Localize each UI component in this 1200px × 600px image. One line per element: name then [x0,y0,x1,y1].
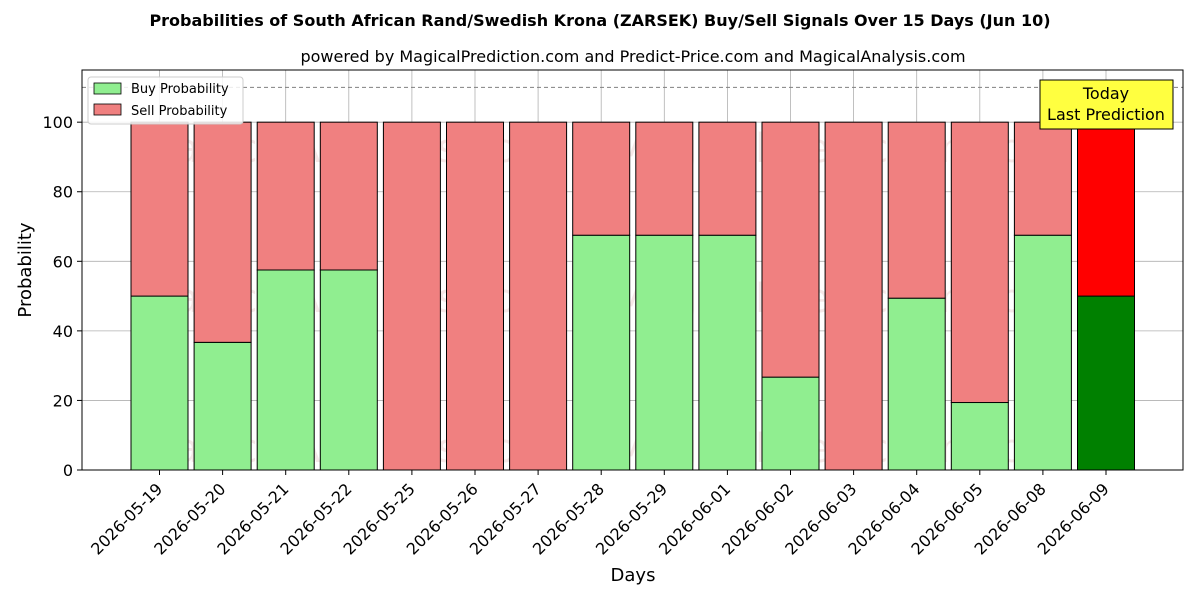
bar-sell [950,121,1009,404]
annotation-line1: Today [1082,84,1129,103]
y-tick-label: 40 [53,322,73,341]
bar-sell [635,121,694,236]
bar-sell [446,121,504,471]
x-axis-label: Days [611,565,656,586]
y-tick-label: 20 [53,391,73,410]
legend-label-sell: Sell Probability [131,104,228,119]
y-tick-label: 60 [53,252,73,271]
bar-buy [130,295,189,471]
chart-title: Probabilities of South African Rand/Swed… [149,11,1050,30]
bar-buy [193,341,252,471]
bar-sell [1077,121,1135,297]
bar-sell [256,121,315,271]
legend: Buy Probability Sell Probability [87,76,244,125]
bar-sell [572,121,631,236]
y-axis-label: Probability [15,222,36,317]
bar-sell [698,121,757,236]
bar-buy [887,297,946,471]
legend-label-buy: Buy Probability [131,82,229,97]
bar-buy [698,234,757,471]
bar-sell [130,121,189,297]
legend-box [87,76,244,125]
bars [130,121,1135,471]
bar-sell [761,121,820,378]
annotation-line2: Last Prediction [1047,105,1165,124]
bar-buy [1077,295,1135,471]
bar-buy [256,269,315,471]
legend-swatch-buy [93,82,122,95]
bar-buy [635,234,694,471]
legend-swatch-sell [93,103,122,116]
bar-sell [887,121,946,299]
bar-sell [382,121,441,471]
y-tick-label: 100 [42,113,73,132]
bar-sell [1013,121,1072,236]
today-annotation: Today Last Prediction [1039,79,1174,130]
bar-buy [1013,234,1072,471]
y-tick-label: 0 [63,461,73,480]
chart-subtitle: powered by MagicalPrediction.com and Pre… [300,47,965,66]
bar-buy [572,234,631,471]
bar-sell [824,121,883,471]
annotation-box [1039,79,1174,130]
bar-buy [761,376,820,471]
bar-buy [950,402,1009,471]
bar-sell [193,121,252,343]
bar-sell [319,121,378,271]
bar-buy [319,269,378,471]
y-tick-label: 80 [53,183,73,202]
bar-sell [509,121,568,471]
plot-frame [81,69,1184,471]
